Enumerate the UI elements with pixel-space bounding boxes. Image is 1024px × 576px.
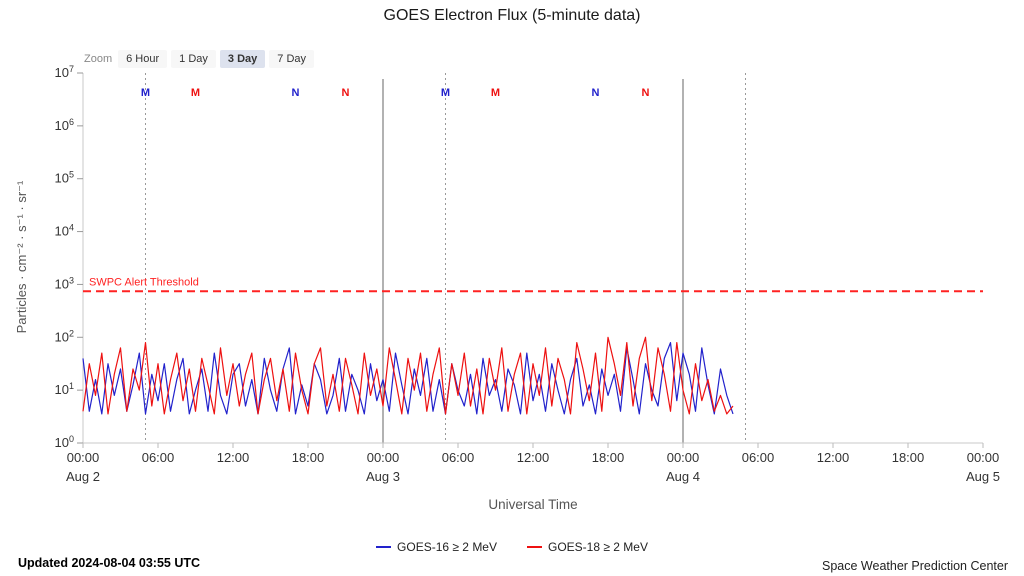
svg-text:06:00: 06:00 xyxy=(442,450,475,465)
series-line-goes16[interactable] xyxy=(82,342,734,415)
y-axis-title: Particles · cm⁻² · s⁻¹ · sr⁻¹ xyxy=(14,180,29,334)
source-credit: Space Weather Prediction Center xyxy=(822,559,1008,573)
axes xyxy=(82,73,983,444)
svg-text:06:00: 06:00 xyxy=(142,450,175,465)
svg-text:18:00: 18:00 xyxy=(292,450,325,465)
svg-text:101: 101 xyxy=(55,381,74,397)
svg-text:00:00: 00:00 xyxy=(967,450,1000,465)
legend: GOES-16 ≥ 2 MeV GOES-18 ≥ 2 MeV xyxy=(0,540,1024,554)
svg-text:12:00: 12:00 xyxy=(817,450,850,465)
svg-text:Aug 2: Aug 2 xyxy=(66,469,100,484)
svg-text:SWPC Alert Threshold: SWPC Alert Threshold xyxy=(89,276,199,288)
svg-text:102: 102 xyxy=(55,328,74,344)
svg-text:107: 107 xyxy=(55,64,74,80)
goes16-line-swatch xyxy=(376,546,392,548)
svg-text:N: N xyxy=(342,87,350,99)
x-axis-labels: 00:00 Aug 2 06:00 12:00 18:00 00:00 Aug 3 06:00… xyxy=(66,443,1000,484)
svg-text:N: N xyxy=(642,87,650,99)
day-boundary-gridlines xyxy=(382,79,684,443)
satellite-midnight-gridlines xyxy=(145,73,746,443)
svg-text:100: 100 xyxy=(55,434,74,450)
svg-text:M: M xyxy=(491,87,500,99)
zoom-controls: Zoom 6 Hour 1 Day 3 Day 7 Day xyxy=(84,50,315,68)
svg-text:M: M xyxy=(191,87,200,99)
legend-item-goes16[interactable]: GOES-16 ≥ 2 MeV xyxy=(376,540,497,554)
x-axis-title: Universal Time xyxy=(488,497,578,512)
svg-text:18:00: 18:00 xyxy=(892,450,925,465)
svg-text:M: M xyxy=(441,87,450,99)
page-title: GOES Electron Flux (5-minute data) xyxy=(383,7,641,24)
legend-label-goes18: GOES-18 ≥ 2 MeV xyxy=(548,540,648,554)
svg-text:06:00: 06:00 xyxy=(742,450,775,465)
legend-label-goes16: GOES-16 ≥ 2 MeV xyxy=(397,540,497,554)
zoom-button-6hour[interactable]: 6 Hour xyxy=(118,50,168,68)
svg-text:M: M xyxy=(141,87,150,99)
zoom-label: Zoom xyxy=(84,53,113,65)
goes18-line-swatch xyxy=(527,546,542,548)
y-axis-labels: 100 101 102 103 104 105 106 107 xyxy=(55,64,83,450)
zoom-button-3day[interactable]: 3 Day xyxy=(219,50,266,68)
svg-text:105: 105 xyxy=(55,170,74,186)
svg-text:104: 104 xyxy=(55,223,74,239)
svg-text:106: 106 xyxy=(55,117,74,133)
svg-text:12:00: 12:00 xyxy=(217,450,250,465)
svg-text:103: 103 xyxy=(55,275,74,291)
svg-text:N: N xyxy=(592,87,600,99)
legend-item-goes18[interactable]: GOES-18 ≥ 2 MeV xyxy=(527,540,648,554)
series-line-goes18[interactable] xyxy=(82,336,734,415)
svg-text:00:00: 00:00 xyxy=(67,450,100,465)
svg-text:18:00: 18:00 xyxy=(592,450,625,465)
svg-text:12:00: 12:00 xyxy=(517,450,550,465)
svg-text:00:00: 00:00 xyxy=(667,450,700,465)
swpc-alert-threshold: SWPC Alert Threshold xyxy=(83,276,983,293)
updated-timestamp: Updated 2024-08-04 03:55 UTC xyxy=(18,556,201,570)
zoom-button-1day[interactable]: 1 Day xyxy=(171,50,216,68)
svg-text:Aug 5: Aug 5 xyxy=(966,469,1000,484)
svg-text:Aug 4: Aug 4 xyxy=(666,469,700,484)
svg-text:00:00: 00:00 xyxy=(367,450,400,465)
svg-text:N: N xyxy=(292,87,300,99)
svg-text:Aug 3: Aug 3 xyxy=(366,469,400,484)
zoom-button-7day[interactable]: 7 Day xyxy=(269,50,315,68)
